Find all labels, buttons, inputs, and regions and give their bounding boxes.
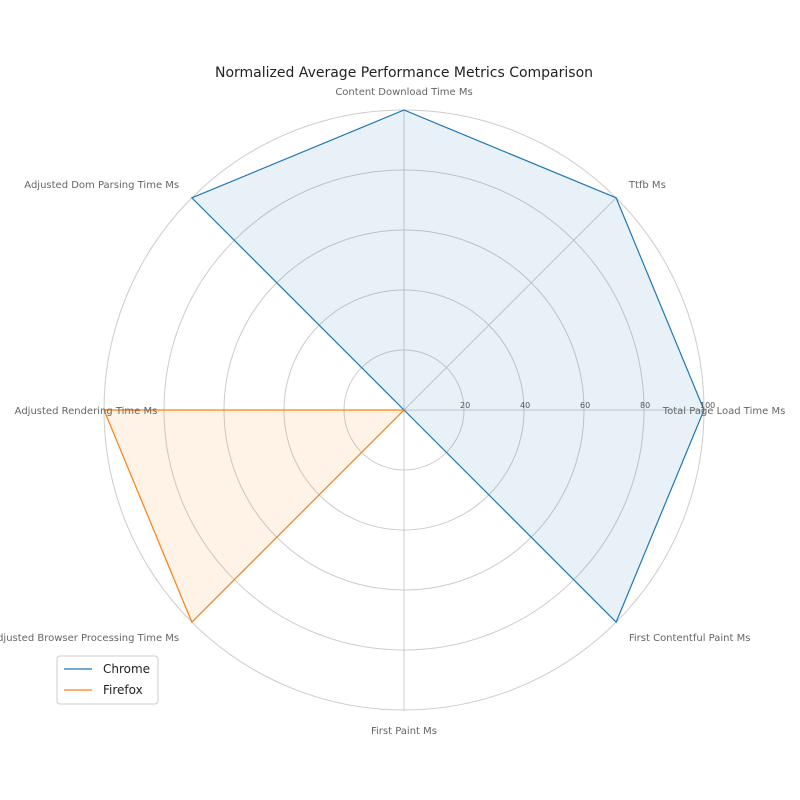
legend: Chrome Firefox: [56, 655, 159, 705]
axis-labels: Total Page Load Time Ms Ttfb Ms Content Do…: [0, 87, 785, 737]
axis-label-2: Content Download Time Ms: [335, 87, 472, 98]
tick-label-100: 100: [700, 401, 715, 410]
series-fill-chrome: [191, 110, 704, 623]
tick-label-60: 60: [580, 401, 590, 410]
axis-label-5: Adjusted Browser Processing Time Ms: [0, 633, 179, 644]
radar-series: [103, 109, 705, 624]
radial-tick-labels: 20 40 60 80 100: [460, 401, 715, 410]
axis-label-6: First Paint Ms: [371, 726, 437, 737]
axis-label-0: Total Page Load Time Ms: [662, 406, 786, 417]
spoke-1: [403, 197, 617, 411]
tick-label-80: 80: [640, 401, 650, 410]
axis-label-1: Ttfb Ms: [628, 180, 666, 191]
series-line-chrome: [190, 109, 705, 624]
legend-label-firefox: Firefox: [103, 683, 143, 697]
series-fill-firefox: [104, 410, 404, 623]
legend-label-chrome: Chrome: [103, 662, 150, 676]
axis-label-4: Adjusted Rendering Time Ms: [15, 406, 158, 417]
chart-title: Normalized Average Performance Metrics C…: [215, 65, 593, 81]
tick-label-20: 20: [460, 401, 470, 410]
tick-label-40: 40: [520, 401, 530, 410]
series-line-firefox: [103, 409, 406, 624]
axis-label-7: First Contentful Paint Ms: [629, 633, 751, 644]
axis-label-3: Adjusted Dom Parsing Time Ms: [24, 180, 179, 191]
legend-box: [56, 655, 159, 705]
